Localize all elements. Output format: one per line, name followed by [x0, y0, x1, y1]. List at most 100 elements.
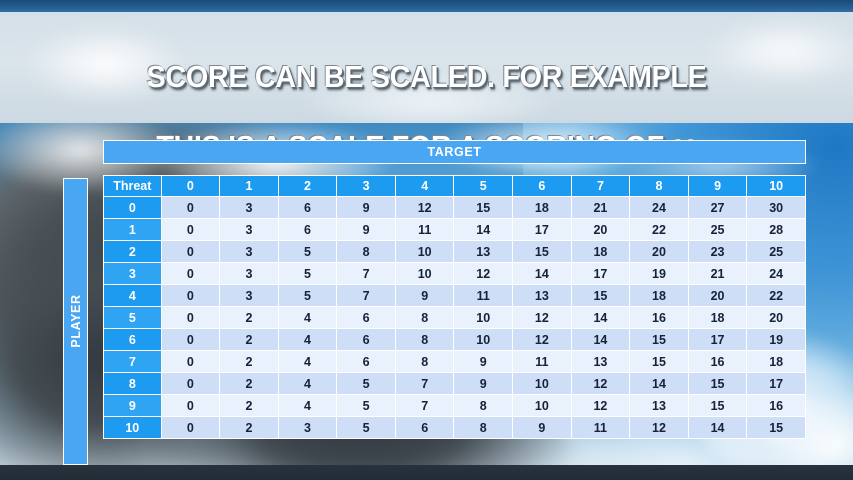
cell-r1-c3: 9	[337, 219, 396, 241]
row-header-0: 0	[103, 197, 162, 219]
cell-r3-c5: 12	[454, 263, 514, 285]
cell-r6-c5: 10	[454, 329, 514, 351]
cell-r6-c1: 2	[220, 329, 279, 351]
cell-r6-c7: 14	[571, 329, 631, 351]
cell-r9-c2: 4	[278, 395, 338, 417]
col-header-4: 4	[395, 175, 455, 197]
target-label-text: TARGET	[427, 145, 482, 159]
cell-r5-c10: 20	[747, 307, 806, 329]
row-header-1: 1	[103, 219, 162, 241]
cell-r4-c8: 18	[630, 285, 689, 307]
cell-r10-c7: 11	[571, 417, 631, 439]
cell-r9-c6: 10	[513, 395, 572, 417]
cell-r2-c4: 10	[395, 241, 455, 263]
cell-r5-c2: 4	[278, 307, 338, 329]
row-header-2: 2	[103, 241, 162, 263]
cell-r0-c5: 15	[454, 197, 514, 219]
cell-r2-c3: 8	[337, 241, 396, 263]
cell-r6-c2: 4	[278, 329, 338, 351]
cell-r1-c4: 11	[395, 219, 455, 241]
cell-r0-c1: 3	[220, 197, 279, 219]
cell-r8-c7: 12	[571, 373, 631, 395]
cell-r4-c3: 7	[337, 285, 396, 307]
cell-r3-c6: 14	[513, 263, 572, 285]
table-row: 2 0 3 5 8 10 13 15 18 20 23 25	[103, 241, 806, 263]
cell-r3-c2: 5	[278, 263, 338, 285]
cell-r10-c6: 9	[513, 417, 572, 439]
row-header-5: 5	[103, 307, 162, 329]
cell-r6-c3: 6	[337, 329, 396, 351]
table-row: 4 0 3 5 7 9 11 13 15 18 20 22	[103, 285, 806, 307]
row-header-6: 6	[103, 329, 162, 351]
cell-r4-c1: 3	[220, 285, 279, 307]
cell-r7-c7: 13	[571, 351, 631, 373]
cell-r5-c9: 18	[688, 307, 748, 329]
cell-r8-c2: 4	[278, 373, 338, 395]
cell-r8-c1: 2	[220, 373, 279, 395]
cell-r7-c6: 11	[513, 351, 572, 373]
cell-r5-c7: 14	[571, 307, 631, 329]
row-header-10: 10	[103, 417, 162, 439]
cell-r6-c9: 17	[688, 329, 748, 351]
cell-r10-c2: 3	[278, 417, 338, 439]
col-header-0: 0	[161, 175, 221, 197]
cell-r2-c2: 5	[278, 241, 338, 263]
cell-r7-c4: 8	[395, 351, 455, 373]
row-header-9: 9	[103, 395, 162, 417]
table-header: Threat 0 1 2 3 4 5 6 7 8 9 10	[103, 175, 806, 197]
cell-r7-c10: 18	[747, 351, 806, 373]
col-header-10: 10	[747, 175, 806, 197]
cell-r8-c5: 9	[454, 373, 514, 395]
cell-r0-c10: 30	[747, 197, 806, 219]
cell-r5-c4: 8	[395, 307, 455, 329]
cell-r4-c6: 13	[513, 285, 572, 307]
table-corner-threat: Threat	[103, 175, 162, 197]
cell-r3-c7: 17	[571, 263, 631, 285]
cell-r1-c10: 28	[747, 219, 806, 241]
table-row: 3 0 3 5 7 10 12 14 17 19 21 24	[103, 263, 806, 285]
col-header-1: 1	[220, 175, 279, 197]
cell-r7-c9: 16	[688, 351, 748, 373]
cell-r0-c4: 12	[395, 197, 455, 219]
cloud-puff	[20, 24, 190, 104]
cell-r4-c7: 15	[571, 285, 631, 307]
cell-r0-c2: 6	[278, 197, 338, 219]
cell-r8-c3: 5	[337, 373, 396, 395]
cell-r1-c9: 25	[688, 219, 748, 241]
cell-r1-c1: 3	[220, 219, 279, 241]
cell-r4-c4: 9	[395, 285, 455, 307]
cell-r6-c6: 12	[513, 329, 572, 351]
cell-r9-c7: 12	[571, 395, 631, 417]
cell-r2-c1: 3	[220, 241, 279, 263]
cell-r9-c9: 15	[688, 395, 748, 417]
cell-r9-c10: 16	[747, 395, 806, 417]
cell-r9-c1: 2	[220, 395, 279, 417]
cell-r7-c2: 4	[278, 351, 338, 373]
cell-r8-c8: 14	[630, 373, 689, 395]
cell-r4-c5: 11	[454, 285, 514, 307]
cell-r7-c0: 0	[161, 351, 221, 373]
table-row: 1 0 3 6 9 11 14 17 20 22 25 28	[103, 219, 806, 241]
cell-r10-c0: 0	[161, 417, 221, 439]
cell-r1-c2: 6	[278, 219, 338, 241]
cell-r0-c8: 24	[630, 197, 689, 219]
cell-r6-c8: 15	[630, 329, 689, 351]
cell-r2-c7: 18	[571, 241, 631, 263]
col-header-2: 2	[278, 175, 338, 197]
cell-r4-c2: 5	[278, 285, 338, 307]
score-scale-table: Threat 0 1 2 3 4 5 6 7 8 9 10 0 0 3 6 9 12 15 18 21 24 27 30 1…	[103, 175, 806, 439]
row-header-7: 7	[103, 351, 162, 373]
cloud-puff	[700, 16, 853, 86]
cell-r5-c8: 16	[630, 307, 689, 329]
table-row: 7 0 2 4 6 8 9 11 13 15 16 18	[103, 351, 806, 373]
table-row: 5 0 2 4 6 8 10 12 14 16 18 20	[103, 307, 806, 329]
cell-r2-c6: 15	[513, 241, 572, 263]
cloud-puff	[300, 72, 560, 123]
table-body: 0 0 3 6 9 12 15 18 21 24 27 30 1 0 3 6 9 11 14 17 20 22 25 28 2 0…	[103, 197, 806, 439]
cell-r3-c4: 10	[395, 263, 455, 285]
player-label-text: PLAYER	[68, 293, 83, 348]
cell-r0-c0: 0	[161, 197, 221, 219]
top-accent-strip	[0, 0, 853, 12]
cell-r0-c3: 9	[337, 197, 396, 219]
